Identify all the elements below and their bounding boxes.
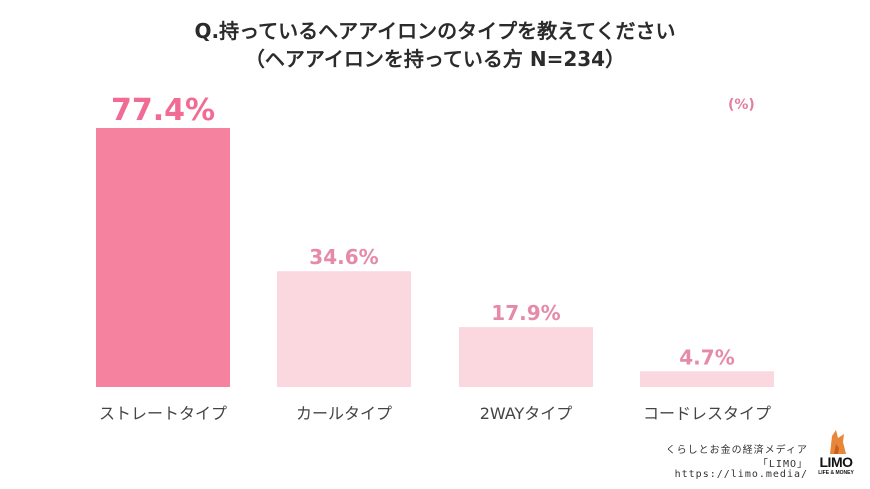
credit-url: https://limo.media/ (674, 469, 808, 480)
chart-subtitle: （ヘアアイロンを持っている方 N=234） (244, 47, 626, 71)
bar-3 (459, 327, 593, 387)
unit-label: (%) (728, 97, 755, 113)
chart-title: Q.持っているヘアアイロンのタイプを教えてください (194, 19, 676, 43)
value-label-3: 17.9% (491, 301, 560, 325)
logo-name: LIMO (819, 454, 854, 470)
value-label-2: 34.6% (309, 245, 378, 269)
category-label-3: 2WAYタイプ (480, 404, 573, 423)
category-label-1: ストレートタイプ (99, 404, 227, 423)
bar-4 (640, 371, 774, 387)
bar-1 (96, 128, 230, 387)
credit-tagline: くらしとお金の経済メディア (665, 445, 808, 456)
logo-tagline: LIFE & MONEY (818, 470, 854, 476)
value-label-1: 77.4% (111, 93, 215, 128)
limo-logo: LIMO LIFE & MONEY (808, 428, 864, 480)
category-label-2: カールタイプ (296, 404, 392, 423)
category-label-4: コードレスタイプ (643, 404, 771, 423)
fox-icon (830, 430, 846, 454)
credit-brand: 「LIMO」 (757, 459, 808, 470)
value-label-4: 4.7% (679, 345, 734, 369)
bar-2 (277, 271, 411, 387)
